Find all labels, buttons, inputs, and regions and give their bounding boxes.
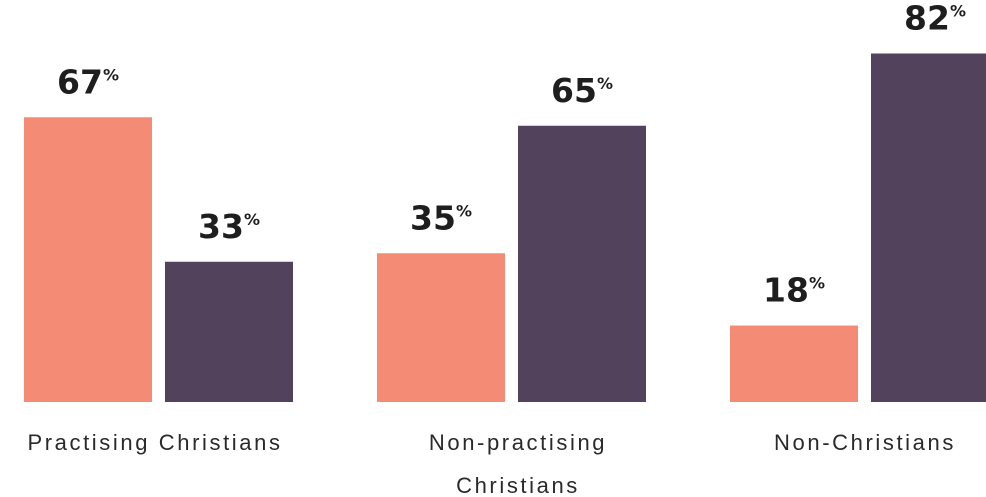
bars-layer <box>24 53 986 402</box>
bar-practising-christians-series-1 <box>24 117 152 402</box>
category-label-practising-christians: Practising Christians <box>27 430 282 455</box>
value-labels-layer: 67% 33% 35% 65% 18% 82% <box>57 0 966 310</box>
value-label-practising-christians-series-1: 67% <box>57 62 119 101</box>
category-label-non-christians: Non-Christians <box>774 430 956 455</box>
bar-non-practising-christians-series-2 <box>518 125 646 402</box>
value-label-non-practising-christians-series-1: 35% <box>410 198 472 237</box>
value-label-non-christians-series-2: 82% <box>904 0 966 38</box>
bar-non-christians-series-1 <box>730 325 858 402</box>
category-label-non-practising-christians: Non-practising Christians <box>429 430 607 497</box>
bar-non-practising-christians-series-1 <box>377 253 505 402</box>
value-label-non-christians-series-1: 18% <box>763 271 825 310</box>
value-label-non-practising-christians-series-2: 65% <box>551 71 613 110</box>
bar-practising-christians-series-2 <box>165 261 293 402</box>
value-label-practising-christians-series-2: 33% <box>198 207 260 246</box>
category-labels-layer: Practising Christians Non-practising Chris… <box>27 430 956 497</box>
bar-non-christians-series-2 <box>871 53 986 402</box>
